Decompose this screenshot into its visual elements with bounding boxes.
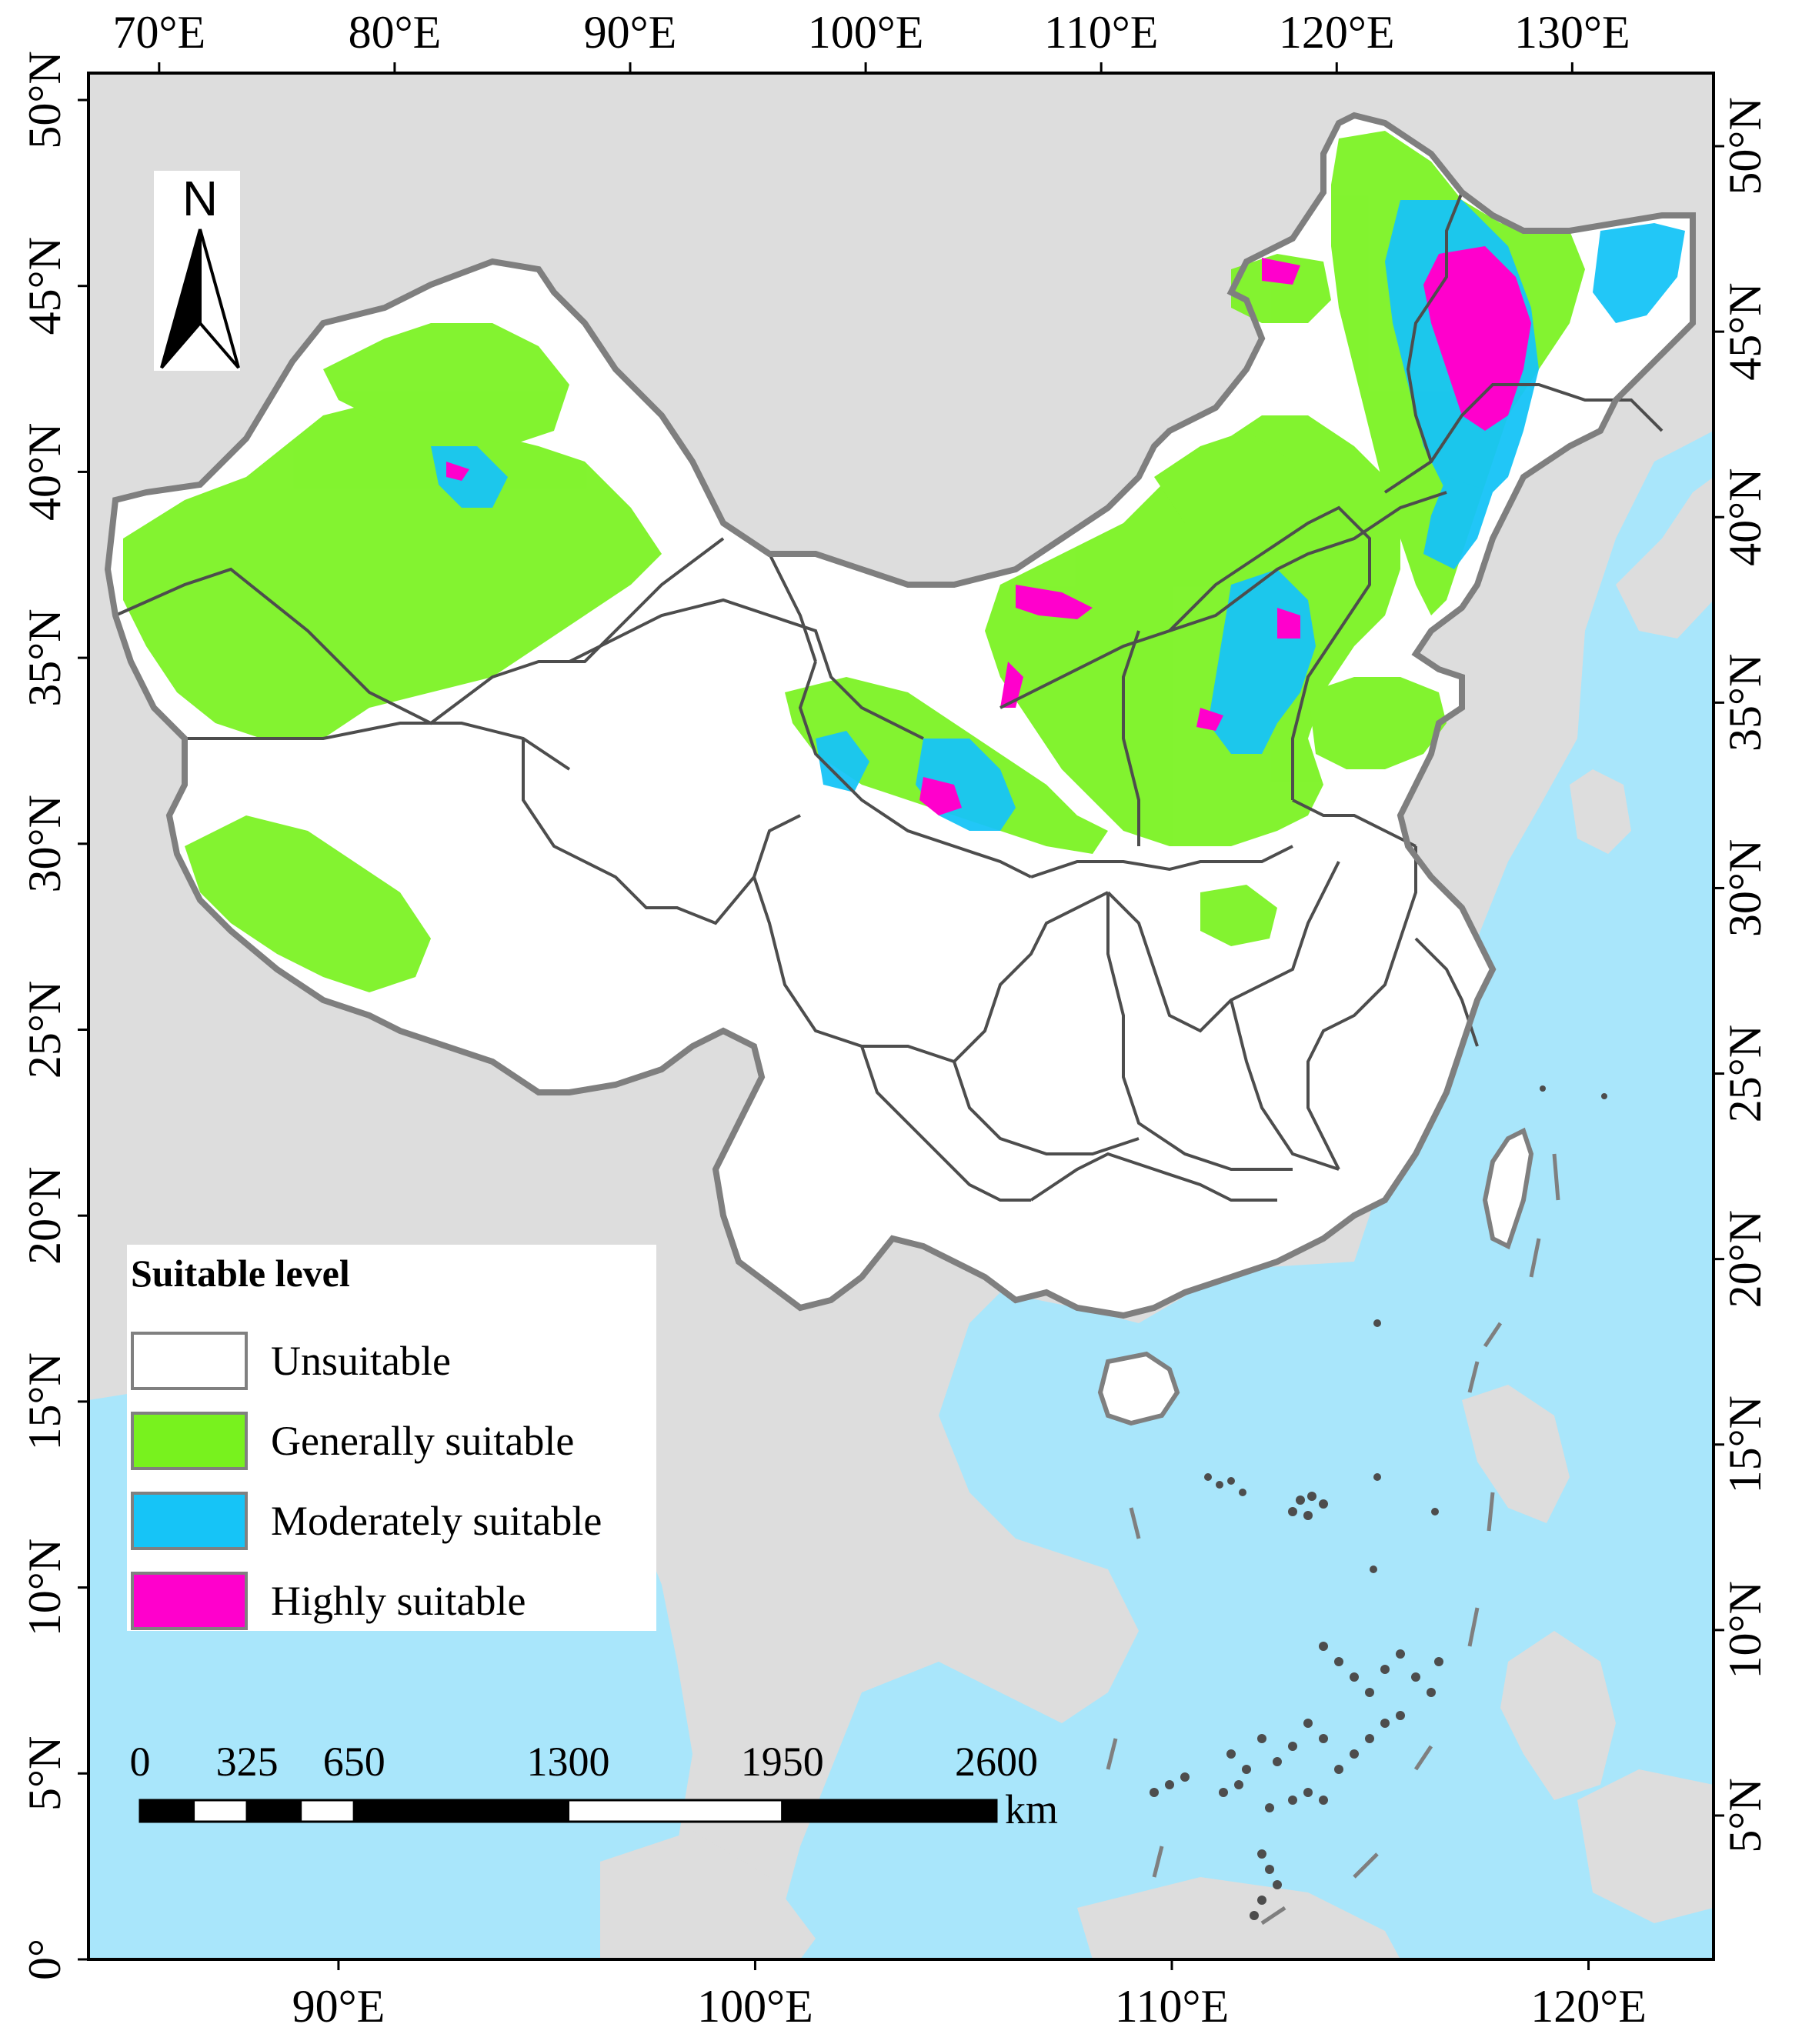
china-boundary-outline [104, 112, 1696, 1319]
legend-item-label: Generally suitable [271, 1418, 574, 1464]
right-tick-label: 25°N [1720, 1025, 1770, 1122]
top-tick-label: 130°E [1514, 7, 1630, 58]
right-tick-label: 50°N [1720, 97, 1770, 195]
right-tick-label: 30°N [1720, 839, 1770, 937]
top-tick-label: 90°E [584, 7, 677, 58]
scale-tick-label: 1950 [741, 1739, 824, 1785]
right-tick-label: 35°N [1720, 654, 1770, 752]
top-tick-label: 110°E [1044, 7, 1158, 58]
generally-suitable-area [123, 131, 1585, 992]
left-tick-label: 25°N [19, 981, 70, 1079]
bottom-tick-label: 100°E [697, 1981, 813, 2032]
scale-segment [192, 1799, 249, 1823]
left-latitude-axis: 50°N 45°N 40°N 35°N 30°N 25°N 20°N 15°N 10°N 5°N 0… [19, 51, 88, 1980]
legend-swatch [131, 1332, 248, 1390]
left-tick-label: 35°N [19, 609, 70, 706]
north-arrow-label: N [182, 171, 218, 226]
north-arrow: N [154, 171, 240, 371]
legend-title: Suitable level [131, 1252, 350, 1295]
left-tick-label: 50°N [19, 51, 70, 148]
scale-tick-label: 650 [323, 1739, 385, 1785]
scale-segment [138, 1799, 195, 1823]
top-tick-label: 100°E [808, 7, 924, 58]
map-frame [87, 72, 1715, 1961]
left-tick-label: 10°N [19, 1539, 70, 1636]
scale-segment [567, 1799, 784, 1823]
scale-segment [352, 1799, 569, 1823]
right-latitude-axis: 50°N 45°N 40°N 35°N 30°N 25°N 20°N 15°N 10°N 5°N [1714, 97, 1770, 1853]
right-tick-label: 20°N [1720, 1210, 1770, 1308]
scale-segment [299, 1799, 355, 1823]
top-tick-label: 120°E [1279, 7, 1395, 58]
province-boundaries [115, 192, 1664, 1202]
left-tick-label: 5°N [19, 1736, 70, 1811]
top-tick-label: 80°E [349, 7, 442, 58]
scale-segment [245, 1799, 302, 1823]
left-tick-label: 40°N [19, 423, 70, 521]
scale-unit: km [1005, 1786, 1058, 1832]
south-china-sea-islands [1150, 1085, 1607, 1920]
hainan-island [1100, 1354, 1177, 1423]
legend-item-label: Highly suitable [271, 1578, 526, 1624]
left-tick-label: 20°N [19, 1167, 70, 1265]
legend-item-label: Moderately suitable [271, 1498, 602, 1544]
right-tick-label: 10°N [1720, 1581, 1770, 1679]
bottom-tick-label: 120°E [1530, 1981, 1647, 2032]
scale-tick-label: 325 [216, 1739, 279, 1785]
top-tick-label: 70°E [112, 7, 205, 58]
left-tick-label: 0° [19, 1939, 70, 1980]
scale-tick-label: 1300 [527, 1739, 610, 1785]
scale-bar: 0 325 650 1300 1950 2600 km [130, 1739, 1059, 1832]
scale-tick-label: 0 [130, 1739, 151, 1785]
scale-segment [781, 1799, 998, 1823]
taiwan-outline [1482, 1127, 1534, 1250]
left-tick-label: 45°N [19, 237, 70, 335]
scale-tick-label: 2600 [955, 1739, 1038, 1785]
legend-swatch [131, 1572, 248, 1630]
bottom-tick-label: 110°E [1115, 1981, 1229, 2032]
left-tick-label: 30°N [19, 795, 70, 892]
legend-swatch [131, 1492, 248, 1550]
right-tick-label: 5°N [1720, 1778, 1770, 1852]
right-tick-label: 45°N [1720, 282, 1770, 380]
maritime-dashed-line [1106, 1153, 1560, 1926]
right-tick-label: 40°N [1720, 468, 1770, 566]
legend-swatch [131, 1412, 248, 1470]
legend-item-label: Unsuitable [271, 1338, 451, 1384]
right-tick-label: 15°N [1720, 1395, 1770, 1493]
bottom-longitude-axis: 90°E 100°E 110°E 120°E [292, 1959, 1647, 2032]
map-body [88, 73, 1714, 1959]
hainan-outline [1097, 1351, 1180, 1426]
top-longitude-axis: 70°E 80°E 90°E 100°E 110°E 120°E 130°E [112, 7, 1630, 73]
bottom-tick-label: 90°E [292, 1981, 385, 2032]
left-tick-label: 15°N [19, 1352, 70, 1450]
legend: Suitable level Unsuitable Generally suita… [127, 1245, 656, 1631]
